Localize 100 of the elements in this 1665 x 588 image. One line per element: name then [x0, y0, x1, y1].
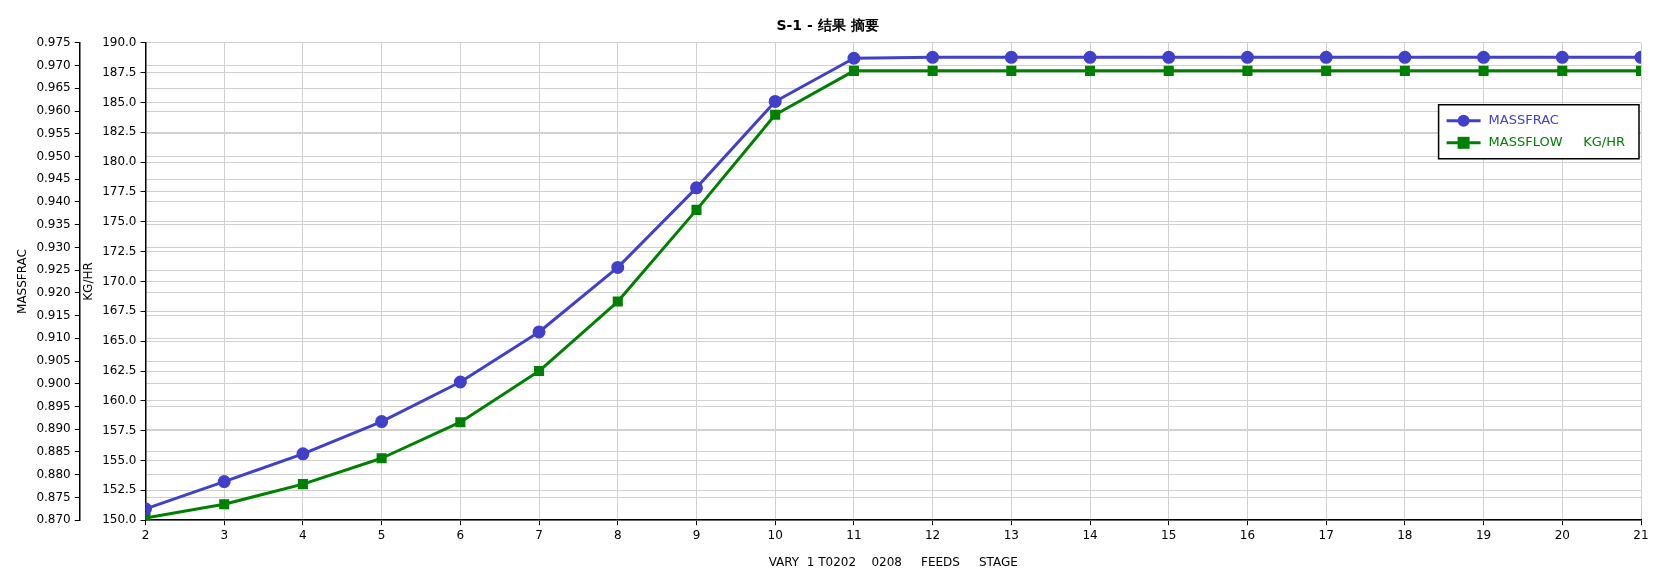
point: [611, 260, 625, 274]
point: [847, 51, 861, 65]
point: [375, 415, 389, 429]
point: [1004, 50, 1018, 64]
legend-label: MASSFRAC: [1488, 112, 1559, 128]
x-tick-label: 12: [924, 527, 941, 542]
point: [534, 365, 545, 377]
point: [532, 325, 546, 339]
point: [219, 499, 230, 510]
y-tick-label: 0.955: [36, 125, 71, 140]
x-tick-label: 5: [377, 527, 386, 542]
point: [1399, 65, 1410, 76]
point: [1478, 65, 1489, 76]
point: [689, 181, 703, 195]
y-tick-label: 0.905: [36, 353, 71, 368]
y2-tick-label: 150.0: [102, 512, 137, 527]
y-tick-label: 0.940: [36, 194, 71, 209]
y2-tick-label: 165.0: [102, 333, 137, 348]
y-tick-label: 0.970: [36, 57, 71, 72]
y2-tick-label: 175.0: [102, 213, 137, 228]
x-tick-label: 17: [1318, 527, 1334, 542]
point: [1083, 50, 1097, 64]
y-tick-label: 0.960: [36, 103, 71, 118]
x-tick-label: 13: [1003, 527, 1019, 542]
y-tick-label: 0.945: [36, 171, 71, 186]
point: [612, 296, 623, 307]
y-tick-label: 0.885: [36, 444, 71, 459]
point: [927, 65, 938, 76]
point: [926, 50, 940, 64]
point: [1162, 50, 1176, 64]
y2-tick-label: 160.0: [102, 392, 137, 407]
point: [848, 65, 859, 76]
x-tick-label: 6: [456, 527, 465, 542]
y2-axis-title: KG/HR: [81, 262, 96, 301]
x-tick-label: 7: [535, 527, 543, 542]
point: [770, 109, 781, 120]
y-tick-label: 0.975: [36, 34, 71, 49]
y-tick-label: 0.925: [36, 262, 71, 277]
point: [376, 453, 387, 464]
point: [1555, 50, 1569, 64]
y2-tick-label: 152.5: [102, 482, 137, 497]
x-tick-label: 21: [1633, 527, 1649, 542]
point: [455, 417, 466, 428]
y2-tick-label: 190.0: [102, 34, 137, 49]
x-tick-label: 14: [1082, 527, 1098, 542]
point: [297, 479, 308, 490]
x-tick-label: 18: [1397, 527, 1413, 542]
point: [1477, 50, 1491, 64]
x-tick-label: 20: [1554, 527, 1570, 542]
point: [1240, 50, 1254, 64]
y-tick-label: 0.930: [36, 239, 71, 254]
y-tick-label: 0.915: [36, 307, 71, 322]
x-tick-label: 8: [613, 527, 622, 542]
y2-tick-label: 177.5: [102, 184, 137, 199]
point: [1163, 65, 1174, 76]
point: [1319, 50, 1333, 64]
y2-tick-label: 170.0: [102, 273, 137, 288]
x-tick-label: 3: [220, 527, 229, 542]
x-tick-label: 19: [1475, 527, 1492, 542]
x-tick-label: 16: [1239, 527, 1256, 542]
point: [1321, 65, 1332, 76]
point: [1557, 65, 1568, 76]
x-tick-label: 10: [767, 527, 783, 542]
y2-tick-label: 162.5: [102, 363, 137, 378]
y-tick-label: 0.950: [36, 148, 71, 163]
y2-tick-label: 187.5: [102, 64, 137, 79]
y-tick-label: 0.900: [36, 375, 71, 390]
y2-tick-label: 167.5: [102, 303, 137, 318]
x-tick-label: 4: [299, 527, 307, 542]
point: [691, 204, 702, 215]
point: [1242, 65, 1253, 76]
point: [296, 447, 310, 461]
y2-tick-label: 182.5: [102, 124, 137, 139]
y-tick-label: 0.965: [36, 80, 71, 95]
y-tick-label: 0.895: [36, 398, 71, 413]
point: [217, 475, 231, 489]
x-tick-label: 2: [141, 527, 150, 542]
x-tick-label: 9: [692, 527, 701, 542]
y-tick-label: 0.935: [36, 216, 71, 231]
y2-tick-label: 172.5: [102, 243, 137, 258]
y-tick-label: 0.920: [36, 284, 71, 299]
point: [453, 375, 467, 389]
y-tick-label: 0.875: [36, 489, 71, 504]
y-tick-label: 0.910: [36, 330, 71, 345]
y2-tick-label: 157.5: [102, 422, 137, 437]
y-tick-label: 0.880: [36, 466, 71, 481]
chart-title: S-1 - 结果 摘要: [776, 17, 879, 34]
x-axis-title: VARY 1 T0202 0208 FEEDS STAGE: [768, 554, 1018, 569]
x-tick-label: 11: [846, 527, 862, 542]
y-axis-title: MASSFRAC: [15, 249, 30, 314]
y2-tick-label: 185.0: [102, 94, 137, 109]
x-tick-label: 15: [1161, 527, 1177, 542]
point: [768, 94, 782, 108]
point: [1398, 50, 1412, 64]
legend-label: MASSFLOW KG/HR: [1488, 134, 1625, 150]
y2-tick-label: 180.0: [102, 154, 137, 169]
y2-tick-label: 155.0: [102, 452, 137, 467]
y-tick-label: 0.870: [36, 512, 71, 527]
point: [1084, 65, 1096, 76]
y-tick-label: 0.890: [36, 421, 71, 436]
